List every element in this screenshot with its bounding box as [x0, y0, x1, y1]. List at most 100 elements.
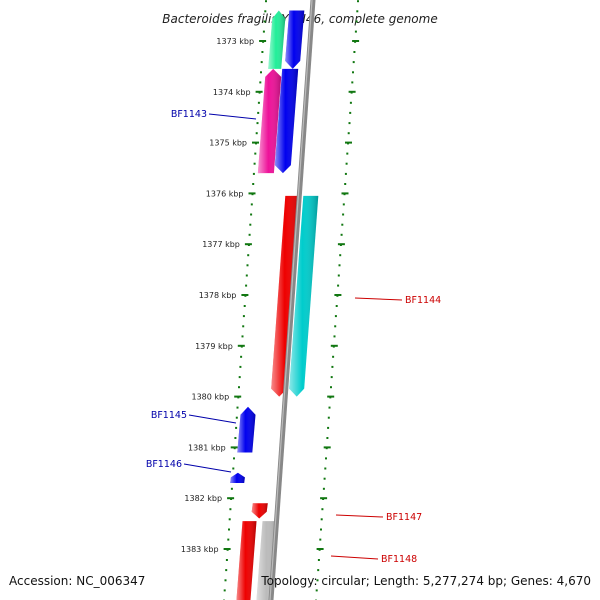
track-dot: [240, 355, 243, 358]
major-tick: [352, 40, 360, 42]
tick-label: 1379 kbp: [195, 342, 233, 351]
track-dot: [352, 61, 355, 64]
tick-label: 1378 kbp: [199, 291, 237, 300]
track-dot: [326, 437, 329, 439]
major-tick: [320, 497, 328, 500]
track-dot: [324, 467, 327, 470]
track-dot: [228, 528, 230, 531]
track-dot: [357, 0, 359, 3]
gene-label-bf1145: BF1145: [151, 410, 187, 421]
tick-label: 1376 kbp: [206, 189, 244, 198]
track-dot: [355, 20, 358, 23]
major-tick: [323, 446, 331, 449]
track-dot: [250, 203, 253, 206]
track-dot: [327, 426, 330, 429]
track-dot: [316, 579, 319, 582]
major-tick: [230, 446, 238, 449]
track-dot: [223, 589, 226, 592]
major-tick: [241, 294, 249, 296]
track-dot: [334, 325, 337, 328]
tick-label: 1382 kbp: [184, 494, 222, 503]
track-dot: [356, 10, 359, 13]
track-dot: [342, 203, 345, 206]
track-dot: [335, 305, 338, 307]
track-dot: [349, 111, 352, 114]
tick-label: 1374 kbp: [213, 88, 251, 97]
gene-label-bf1148: BF1148: [381, 554, 417, 565]
track-dot: [225, 569, 228, 572]
genome-backbone: [268, 0, 316, 600]
label-leader-line: [188, 414, 237, 424]
track-dot: [334, 315, 337, 318]
track-dot: [349, 101, 352, 104]
gene-label-bf1146: BF1146: [146, 459, 182, 470]
track-dot: [332, 355, 335, 358]
track-dot: [348, 122, 351, 125]
track-dot: [235, 416, 238, 419]
track-dot: [239, 365, 242, 368]
major-tick: [337, 243, 345, 246]
gene-label-bf1143: BF1143: [171, 109, 207, 120]
track-dot: [320, 528, 322, 531]
track-dot: [245, 274, 248, 277]
gene-feature-shading: [257, 68, 282, 174]
track-dot: [249, 223, 252, 226]
track-dot: [243, 305, 246, 307]
track-dot: [235, 426, 238, 429]
label-leader-line: [183, 463, 232, 473]
track-dot: [330, 386, 332, 389]
track-dot: [245, 284, 248, 287]
track-dot: [354, 30, 357, 33]
track-dot: [325, 457, 327, 460]
track-dot: [227, 538, 230, 541]
track-dot: [319, 538, 322, 541]
track-dot: [328, 406, 331, 409]
major-tick: [348, 90, 356, 93]
track-dot: [229, 508, 232, 511]
track-dot: [225, 559, 228, 561]
major-tick: [223, 548, 231, 550]
track-dot: [246, 264, 249, 267]
track-dot: [256, 122, 259, 125]
track-dot: [344, 172, 347, 175]
track-dot: [322, 487, 325, 490]
track-dot: [228, 518, 231, 521]
gene-feature-shading: [289, 195, 319, 397]
track-dot: [262, 30, 265, 33]
backbone-highlight: [269, 0, 313, 600]
major-tick: [316, 548, 324, 550]
track-dot: [333, 335, 336, 338]
track-dot: [320, 518, 323, 521]
major-tick: [330, 344, 338, 347]
track-dot: [330, 376, 333, 379]
backbone-line: [268, 0, 316, 600]
track-dot: [315, 589, 318, 592]
track-dot: [337, 284, 340, 287]
track-dot: [323, 477, 326, 480]
track-dot: [260, 61, 263, 64]
topology-summary: Topology: circular; Length: 5,277,274 bp…: [261, 574, 591, 588]
track-dot: [344, 183, 347, 185]
gene-bf1143-shading: [274, 68, 299, 174]
track-dot: [254, 152, 257, 155]
tick-label: 1373 kbp: [216, 37, 254, 46]
track-dot: [317, 569, 320, 572]
label-leader-line: [208, 113, 257, 120]
track-dot: [236, 406, 239, 409]
track-dot: [252, 183, 255, 185]
track-dot: [255, 132, 258, 135]
track-dot: [321, 508, 324, 511]
major-tick: [252, 141, 259, 144]
major-tick: [227, 497, 235, 500]
track-dot: [257, 111, 260, 114]
track-dot: [317, 559, 320, 561]
track-dot: [345, 162, 348, 165]
major-tick: [248, 192, 256, 195]
gene-feature-shading: [236, 521, 257, 600]
gene-label-bf1144: BF1144: [405, 295, 441, 306]
track-dot: [250, 213, 253, 216]
track-dot: [341, 223, 344, 226]
major-tick: [255, 90, 263, 93]
track-dot: [339, 254, 342, 257]
